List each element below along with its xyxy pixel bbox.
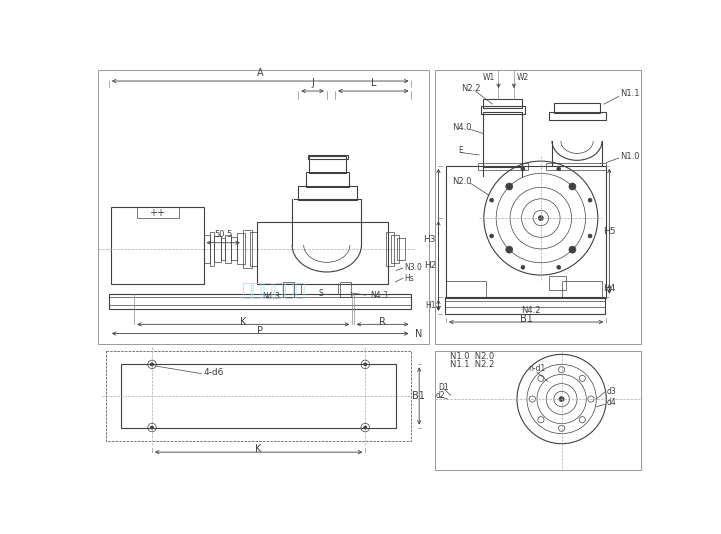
Text: N4.0: N4.0 <box>452 123 472 132</box>
Circle shape <box>151 363 154 366</box>
Circle shape <box>521 265 525 269</box>
Bar <box>549 112 606 120</box>
Circle shape <box>569 246 576 253</box>
Text: H2: H2 <box>424 261 436 270</box>
Bar <box>136 207 179 218</box>
Bar <box>109 294 412 309</box>
Bar <box>203 235 210 263</box>
Bar <box>483 99 521 108</box>
Text: N4.3: N4.3 <box>371 290 389 300</box>
Text: H4: H4 <box>603 285 616 293</box>
Text: S: S <box>318 289 323 298</box>
Text: N1.0: N1.0 <box>620 152 640 161</box>
Bar <box>111 207 203 284</box>
Text: B1: B1 <box>412 391 425 401</box>
Text: P: P <box>257 326 263 336</box>
Bar <box>121 364 396 428</box>
Circle shape <box>363 363 367 366</box>
Bar <box>479 163 528 170</box>
Text: N1.0  N2.0: N1.0 N2.0 <box>450 352 494 361</box>
Bar <box>309 156 346 174</box>
Bar <box>435 350 641 470</box>
Bar <box>481 106 525 114</box>
Text: K: K <box>240 317 247 327</box>
Text: H3: H3 <box>424 235 436 244</box>
Circle shape <box>588 198 592 202</box>
Circle shape <box>559 397 564 402</box>
Bar <box>249 232 257 266</box>
Text: N4.2: N4.2 <box>521 306 541 315</box>
Circle shape <box>539 216 543 221</box>
Text: B1: B1 <box>520 315 533 324</box>
Text: 永嘉龙津泵阀: 永嘉龙津泵阀 <box>241 282 305 300</box>
Bar <box>446 166 606 298</box>
Bar <box>547 163 606 170</box>
Text: d4: d4 <box>606 398 616 407</box>
Circle shape <box>490 234 494 238</box>
Text: Hs: Hs <box>404 273 414 282</box>
Text: N: N <box>415 328 423 339</box>
Bar <box>308 155 348 159</box>
Text: N4.3: N4.3 <box>262 292 280 301</box>
Bar <box>386 232 394 266</box>
Text: W1: W1 <box>483 74 495 82</box>
Text: ++: ++ <box>149 208 165 218</box>
Bar <box>298 186 357 200</box>
Bar <box>301 284 338 294</box>
Circle shape <box>363 426 367 429</box>
Text: 4-d6: 4-d6 <box>203 367 224 376</box>
Bar <box>435 70 641 343</box>
Text: n-d1: n-d1 <box>528 364 546 373</box>
Bar <box>446 281 486 298</box>
Text: E: E <box>459 146 463 155</box>
Circle shape <box>506 246 513 253</box>
Circle shape <box>151 426 154 429</box>
Text: W2: W2 <box>517 74 529 82</box>
Circle shape <box>557 265 561 269</box>
Bar <box>392 235 399 263</box>
Text: A: A <box>257 68 263 78</box>
Bar <box>340 282 350 297</box>
Bar <box>214 236 221 262</box>
Bar <box>231 237 237 261</box>
Circle shape <box>557 167 561 171</box>
Text: N1.1: N1.1 <box>620 89 640 98</box>
Text: d2: d2 <box>435 391 445 399</box>
Text: 50.5: 50.5 <box>214 230 232 239</box>
Text: N1.1  N2.2: N1.1 N2.2 <box>450 360 494 369</box>
Bar <box>554 103 600 113</box>
Text: J: J <box>311 78 314 88</box>
Circle shape <box>569 183 576 190</box>
Bar <box>243 230 252 268</box>
Bar <box>237 233 245 264</box>
Bar <box>221 238 225 260</box>
Text: N3.0: N3.0 <box>404 263 422 272</box>
Text: K: K <box>255 444 262 454</box>
Circle shape <box>490 198 494 202</box>
Text: D1: D1 <box>438 383 449 392</box>
Bar <box>397 238 404 260</box>
Text: d3: d3 <box>606 387 616 396</box>
Text: R: R <box>379 317 386 327</box>
Bar <box>445 296 605 313</box>
Bar <box>306 172 349 187</box>
Text: N2.2: N2.2 <box>461 84 481 93</box>
Bar <box>210 232 214 266</box>
Bar <box>98 70 429 343</box>
Text: N2.0: N2.0 <box>452 177 472 186</box>
Bar <box>106 350 412 442</box>
Circle shape <box>588 234 592 238</box>
Text: H5: H5 <box>603 226 616 235</box>
Circle shape <box>506 183 513 190</box>
Bar <box>562 281 601 298</box>
Bar <box>483 112 521 167</box>
Bar <box>257 222 389 284</box>
Bar <box>225 235 231 263</box>
Bar <box>283 282 293 297</box>
Bar <box>549 276 566 289</box>
Text: L: L <box>371 78 376 88</box>
Text: H1: H1 <box>425 301 436 310</box>
Circle shape <box>521 167 525 171</box>
